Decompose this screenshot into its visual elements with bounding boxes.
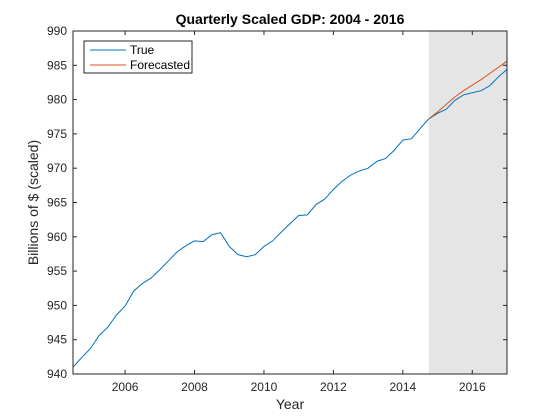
x-tick-label: 2014 [389, 380, 416, 394]
x-axis-label: Year [276, 396, 305, 412]
y-tick-label: 945 [47, 333, 67, 347]
y-tick-label: 975 [47, 127, 67, 141]
x-tick-label: 2008 [181, 380, 208, 394]
y-tick-label: 955 [47, 264, 67, 278]
y-tick-label: 990 [47, 24, 67, 38]
series-layer [72, 60, 508, 368]
chart-title: Quarterly Scaled GDP: 2004 - 2016 [176, 11, 405, 27]
y-tick-label: 980 [47, 93, 67, 107]
y-tick-label: 960 [47, 230, 67, 244]
y-axis-label: Billions of $ (scaled) [25, 140, 41, 265]
y-tick-label: 985 [47, 58, 67, 72]
x-tick-label: 2012 [320, 380, 347, 394]
series-line-true [72, 69, 508, 368]
x-tick-label: 2006 [112, 380, 139, 394]
legend-box [83, 40, 193, 74]
y-tick-label: 940 [47, 367, 67, 381]
y-tick-label: 950 [47, 298, 67, 312]
y-tick-label: 970 [47, 161, 67, 175]
legend: True Forecasted [83, 40, 193, 74]
x-tick-label: 2016 [459, 380, 486, 394]
forecast-shaded-region [428, 31, 507, 374]
y-tick-label: 965 [47, 196, 67, 210]
x-tick-label: 2010 [251, 380, 278, 394]
legend-label-true: True [130, 43, 155, 57]
series-line-forecasted [428, 60, 508, 120]
ticks-layer: 2006 2008 2010 2012 2014 2016 940 945 950 955 960 9… [47, 24, 507, 394]
legend-label-forecasted: Forecasted [130, 58, 190, 72]
